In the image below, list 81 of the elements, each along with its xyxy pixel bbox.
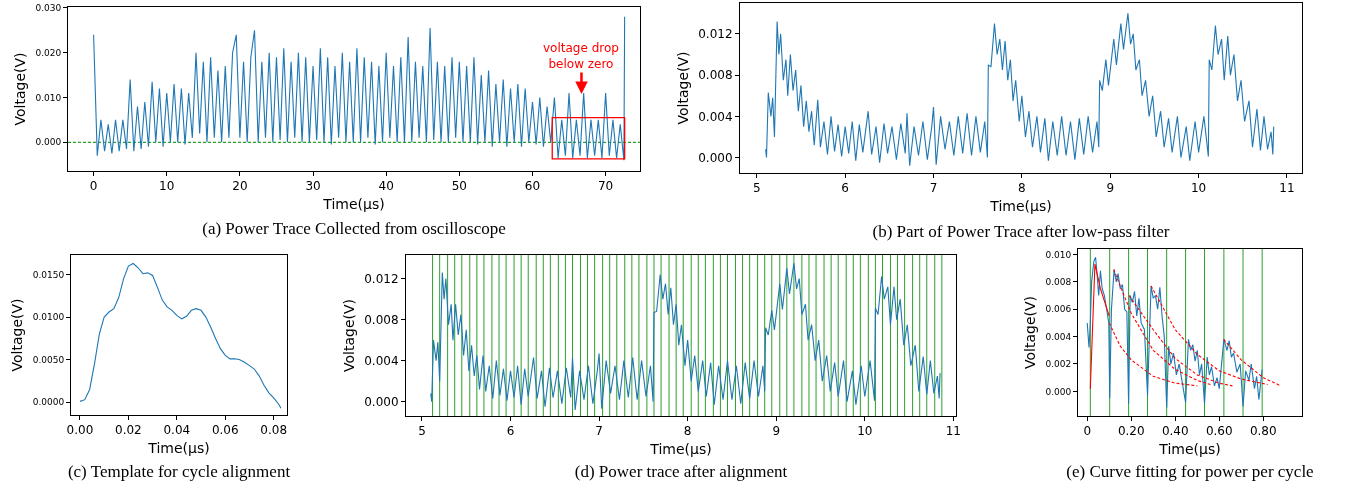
line-series — [765, 12, 1275, 167]
y-axis-title: Voltage(V) — [1022, 295, 1039, 370]
y-tick-label: 0.0050 — [32, 354, 65, 365]
x-tick-label: 20 — [232, 179, 248, 194]
x-tick-label: 5 — [418, 424, 426, 439]
x-tick-label: 60 — [524, 179, 541, 194]
x-tick-label: 0.04 — [163, 423, 191, 438]
y-tick-label: 0.004 — [698, 109, 733, 124]
x-tick-label: 30 — [305, 179, 321, 194]
x-axis-title: Time(μs) — [322, 195, 385, 212]
x-tick-label: 8 — [1018, 181, 1026, 196]
line-series — [93, 16, 626, 161]
x-tick-label: 6 — [841, 181, 849, 196]
annotation: voltage drop below zero — [543, 41, 619, 71]
x-tick-label: 50 — [451, 179, 467, 194]
y-tick-label: 0.008 — [1045, 277, 1072, 287]
x-tick-label: 10 — [1190, 181, 1207, 196]
y-tick-label: 0.000 — [364, 394, 399, 409]
x-tick-label: 7 — [595, 424, 603, 439]
x-tick-label: 10 — [159, 179, 175, 194]
y-tick-label: 0.008 — [698, 68, 733, 83]
line-series — [79, 262, 282, 409]
x-tick-label: 11 — [945, 424, 961, 439]
line-series — [1150, 285, 1269, 386]
x-tick-label: 11 — [1279, 181, 1295, 196]
y-tick-label: 0.012 — [698, 27, 733, 42]
x-axis-title: Time(μs) — [147, 439, 210, 456]
x-tick-label: 0.60 — [1205, 424, 1233, 439]
x-tick-label: 0 — [1083, 424, 1092, 439]
x-tick-label: 9 — [772, 424, 781, 439]
x-tick-label: 10 — [857, 424, 873, 439]
y-tick-label: 0.004 — [1045, 331, 1072, 342]
x-axis-title: Time(μs) — [989, 197, 1052, 214]
y-tick-label: 0.000 — [35, 137, 62, 148]
y-tick-label: 0.004 — [364, 353, 399, 368]
x-tick-label: 0.06 — [211, 423, 239, 438]
line-series — [430, 262, 941, 411]
x-tick-label: 9 — [1106, 181, 1115, 196]
x-tick-label: 40 — [378, 179, 394, 194]
y-tick-label: 0.012 — [364, 271, 399, 286]
line-series — [1223, 338, 1282, 387]
y-tick-label: 0.010 — [1045, 249, 1072, 260]
line-series — [1128, 294, 1234, 387]
line-series — [1108, 322, 1198, 387]
y-tick-label: 0.020 — [35, 47, 62, 58]
text: (e) Curve fitting for power per cycle — [1065, 462, 1315, 482]
x-tick-label: 0 — [89, 179, 98, 194]
text: (a) Power Trace Collected from oscilloscope — [201, 219, 507, 239]
x-tick-label: 0.00 — [66, 423, 94, 438]
y-axis-title: Voltage(V) — [9, 298, 26, 372]
line-series — [1113, 268, 1212, 386]
x-tick-label: 0.40 — [1161, 424, 1189, 439]
x-tick-label: 0.20 — [1117, 424, 1145, 439]
x-axis-title: Time(μs) — [649, 440, 712, 457]
y-axis-title: Voltage(V) — [674, 51, 691, 125]
line-series — [1086, 256, 1263, 409]
x-tick-label: 0.08 — [260, 423, 288, 438]
y-tick-label: 0.010 — [35, 92, 62, 103]
x-tick-label: 8 — [683, 424, 692, 439]
y-tick-label: 0.0150 — [32, 269, 65, 280]
y-tick-label: 0.030 — [35, 3, 62, 14]
y-tick-label: 0.006 — [1045, 304, 1072, 315]
x-tick-label: 7 — [929, 181, 938, 196]
text: (d) Power trace after alignment — [573, 462, 789, 482]
text: (b) Part of Power Trace after low-pass filter — [871, 222, 1171, 242]
y-tick-label: 0.000 — [1045, 386, 1072, 397]
y-tick-label: 0.008 — [364, 312, 399, 327]
y-tick-label: 0.0100 — [32, 312, 65, 323]
x-tick-label: 0.02 — [115, 423, 142, 438]
x-tick-label: 5 — [752, 181, 761, 196]
x-tick-label: 70 — [597, 179, 614, 194]
y-axis-title: Voltage(V) — [12, 52, 29, 126]
x-tick-label: 0.80 — [1249, 424, 1277, 439]
y-tick-label: 0.0000 — [32, 397, 65, 408]
y-tick-label: 0.000 — [698, 150, 733, 165]
y-tick-label: 0.002 — [1045, 359, 1072, 370]
x-axis-title: Time(μs) — [1158, 440, 1221, 457]
x-tick-label: 6 — [506, 424, 515, 439]
line-series — [1089, 263, 1110, 390]
y-axis-title: Voltage(V) — [340, 298, 357, 373]
text: (c) Template for cycle alignment — [66, 462, 292, 482]
